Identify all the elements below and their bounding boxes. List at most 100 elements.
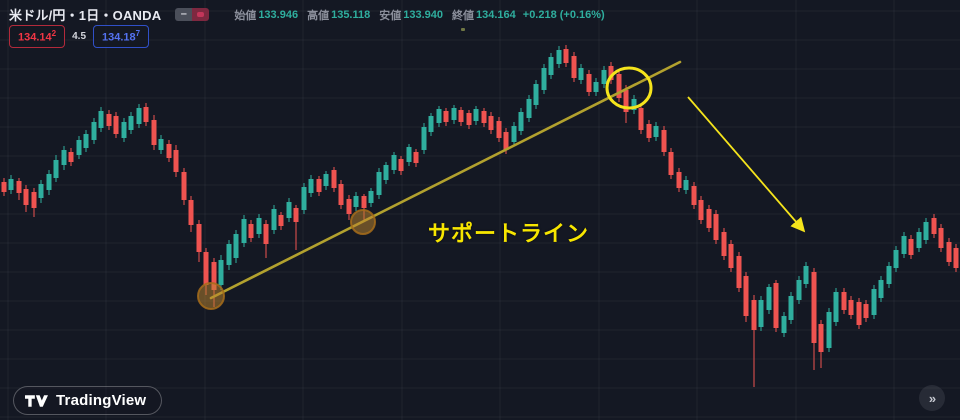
candle — [766, 284, 772, 314]
candle — [196, 220, 202, 262]
record-dot-icon[interactable] — [192, 8, 210, 21]
candle — [841, 288, 847, 314]
buy-ask-button[interactable]: 134.187 — [93, 25, 150, 48]
candle — [496, 117, 502, 142]
candle — [286, 198, 292, 222]
candle — [241, 215, 247, 247]
candle — [226, 240, 232, 270]
candle — [533, 80, 539, 109]
low-value: 133.940 — [403, 8, 443, 21]
candle — [856, 298, 862, 329]
breakout-circle[interactable] — [605, 66, 653, 110]
downtrend-arrow[interactable] — [687, 96, 806, 233]
tradingview-wordmark: TradingView — [56, 392, 147, 409]
candle — [293, 205, 299, 250]
candle — [458, 107, 464, 126]
candle — [473, 106, 479, 125]
candle — [398, 156, 404, 175]
candle — [68, 148, 74, 166]
candle — [706, 205, 712, 232]
candle — [818, 320, 824, 368]
candle — [721, 228, 727, 260]
minus-icon[interactable]: – — [175, 8, 193, 21]
candle — [548, 53, 554, 79]
support-line-label[interactable]: サポートライン — [428, 221, 590, 246]
candle — [331, 167, 337, 192]
candle — [76, 136, 82, 159]
candle — [796, 276, 802, 304]
candle — [886, 262, 892, 288]
candle — [8, 175, 14, 194]
candle — [676, 168, 682, 192]
close-value: 134.164 — [476, 8, 516, 21]
candle — [556, 46, 562, 68]
ohlc-readout: 始値 133.946 高値 135.118 安値 133.940 終値 134.164 … — [225, 7, 604, 23]
candle — [61, 146, 67, 170]
candle — [466, 110, 472, 129]
candle — [1, 178, 7, 196]
open-label: 始値 — [234, 9, 257, 22]
candle — [143, 103, 149, 126]
candle — [848, 296, 854, 319]
open-value: 133.946 — [258, 8, 299, 21]
touch-point-circle[interactable] — [350, 209, 376, 235]
candle — [436, 106, 442, 127]
candle — [383, 162, 389, 184]
candle — [338, 180, 344, 209]
candle — [443, 108, 449, 126]
drawing-anchor-dot — [461, 28, 465, 31]
change-value: +0.218 (+0.16%) — [522, 8, 605, 21]
candle — [301, 183, 307, 214]
candle — [158, 135, 164, 154]
candle — [623, 85, 629, 123]
candle — [646, 120, 652, 142]
legend-visibility-toggle[interactable]: – — [175, 8, 210, 21]
candle — [98, 107, 104, 132]
candle — [668, 148, 674, 179]
tradingview-logo[interactable]: TradingView — [13, 386, 163, 415]
candle — [788, 292, 794, 324]
candle — [601, 66, 607, 88]
candle — [518, 108, 524, 135]
expand-panel-button[interactable]: » — [919, 385, 945, 411]
candle — [931, 214, 937, 238]
candle — [833, 288, 839, 326]
candle — [23, 185, 29, 212]
candle — [151, 115, 157, 150]
candle — [38, 180, 44, 203]
close-label: 終値 — [452, 9, 474, 22]
bid-price: 134.14 — [18, 31, 52, 44]
support-trendline[interactable] — [209, 60, 682, 300]
candle — [316, 176, 322, 196]
candle — [871, 285, 877, 319]
candle — [346, 195, 352, 220]
candle — [308, 175, 314, 197]
candle — [278, 212, 284, 230]
candle — [173, 145, 179, 177]
candle — [878, 276, 884, 302]
symbol-title[interactable]: 米ドル/円・1日・OANDA — [9, 8, 162, 23]
candle — [481, 108, 487, 127]
touch-point-circle[interactable] — [197, 282, 225, 310]
sell-bid-button[interactable]: 134.142 — [9, 25, 66, 48]
candle — [893, 246, 899, 272]
candle — [811, 268, 817, 370]
candle — [256, 214, 262, 238]
candle — [271, 205, 277, 234]
candle — [128, 112, 134, 134]
candle — [391, 152, 397, 174]
candle — [616, 70, 622, 102]
candle — [946, 238, 952, 266]
candle — [53, 155, 59, 182]
candle — [413, 149, 419, 167]
candle — [736, 252, 742, 292]
candle — [901, 232, 907, 258]
candle — [166, 140, 172, 162]
candle — [136, 104, 142, 128]
candle — [953, 244, 959, 272]
candle — [586, 70, 592, 96]
ask-price-pipette: 7 — [135, 29, 141, 38]
drawing-annotations[interactable] — [197, 60, 806, 310]
low-label: 安値 — [379, 9, 402, 22]
